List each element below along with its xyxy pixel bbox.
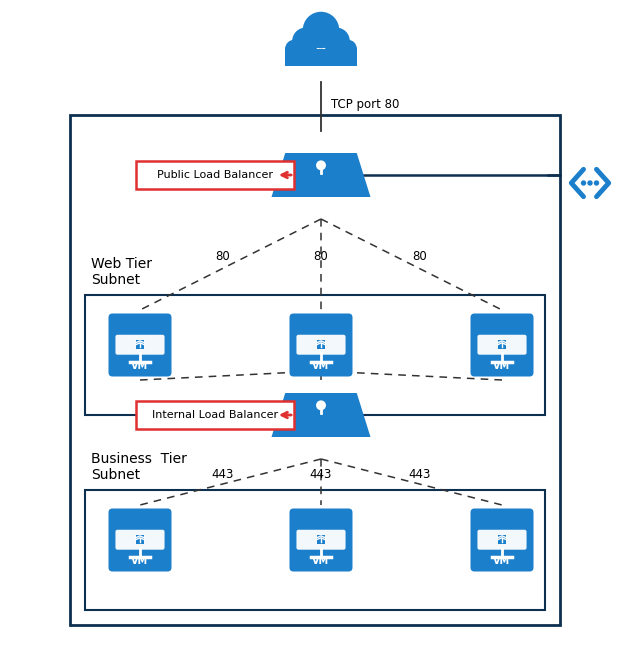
- Text: Business  Tier
Subnet: Business Tier Subnet: [91, 452, 187, 482]
- Circle shape: [323, 28, 350, 55]
- Circle shape: [303, 12, 339, 48]
- FancyBboxPatch shape: [136, 401, 294, 429]
- Text: VM: VM: [313, 361, 329, 371]
- Polygon shape: [498, 340, 507, 349]
- FancyBboxPatch shape: [297, 530, 345, 550]
- Text: TCP port 80: TCP port 80: [331, 98, 399, 111]
- Text: Internal Load Balancer: Internal Load Balancer: [152, 410, 278, 420]
- Polygon shape: [317, 340, 325, 349]
- Circle shape: [292, 28, 319, 55]
- FancyBboxPatch shape: [471, 509, 534, 572]
- FancyBboxPatch shape: [136, 161, 294, 189]
- Text: 80: 80: [412, 250, 427, 263]
- FancyBboxPatch shape: [116, 335, 164, 355]
- Text: 443: 443: [211, 467, 234, 480]
- FancyBboxPatch shape: [108, 313, 171, 376]
- FancyBboxPatch shape: [85, 490, 545, 610]
- Text: 443: 443: [408, 467, 431, 480]
- FancyBboxPatch shape: [478, 335, 526, 355]
- FancyBboxPatch shape: [290, 313, 352, 376]
- FancyBboxPatch shape: [70, 115, 560, 625]
- Circle shape: [316, 160, 326, 170]
- Text: VM: VM: [313, 556, 329, 567]
- FancyBboxPatch shape: [116, 530, 164, 550]
- Text: Web Tier
Subnet: Web Tier Subnet: [91, 257, 152, 287]
- Text: VM: VM: [132, 556, 148, 567]
- FancyBboxPatch shape: [290, 509, 352, 572]
- Polygon shape: [285, 49, 357, 66]
- Circle shape: [594, 180, 599, 186]
- Text: VM: VM: [132, 361, 148, 371]
- Text: 80: 80: [215, 250, 230, 263]
- FancyBboxPatch shape: [85, 295, 545, 415]
- Text: VM: VM: [494, 556, 510, 567]
- FancyBboxPatch shape: [478, 530, 526, 550]
- Circle shape: [338, 40, 357, 59]
- Polygon shape: [272, 393, 370, 437]
- Circle shape: [581, 180, 586, 186]
- Polygon shape: [135, 340, 144, 349]
- Text: 80: 80: [314, 250, 328, 263]
- Polygon shape: [317, 535, 325, 544]
- Circle shape: [587, 180, 593, 186]
- Text: VM: VM: [494, 361, 510, 371]
- Circle shape: [316, 400, 326, 410]
- FancyBboxPatch shape: [297, 335, 345, 355]
- Polygon shape: [272, 153, 370, 197]
- Text: 443: 443: [310, 467, 332, 480]
- Text: Public Load Balancer: Public Load Balancer: [157, 170, 273, 180]
- FancyBboxPatch shape: [471, 313, 534, 376]
- Circle shape: [285, 40, 304, 59]
- Polygon shape: [135, 535, 144, 544]
- Polygon shape: [498, 535, 507, 544]
- FancyBboxPatch shape: [108, 509, 171, 572]
